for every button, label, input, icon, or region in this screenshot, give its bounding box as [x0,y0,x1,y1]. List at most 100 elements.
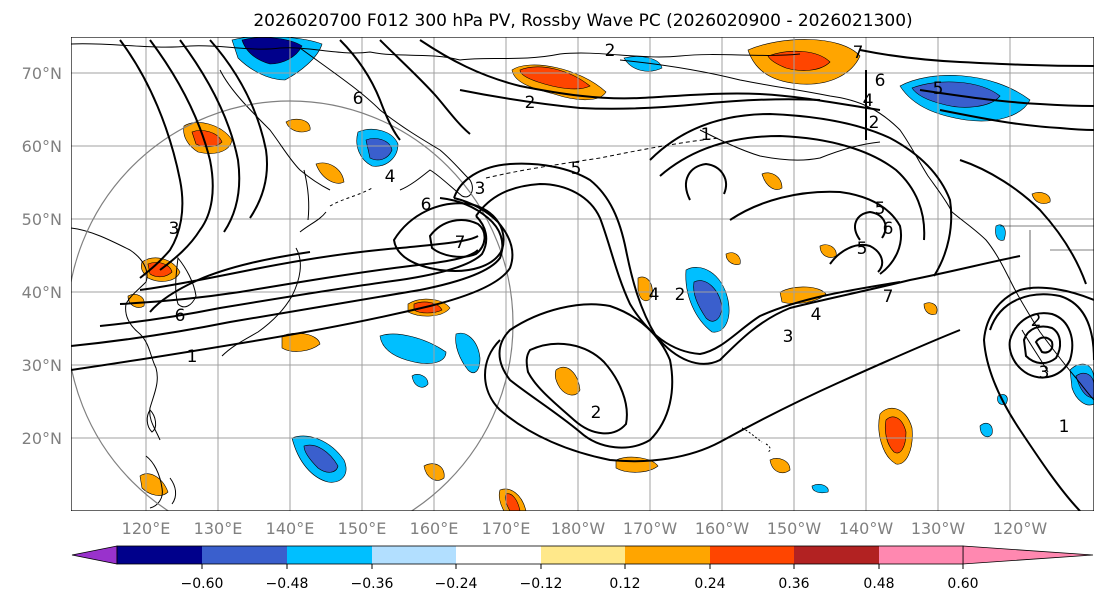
coast-china-korea [71,227,161,441]
lon-label-170e: 170°E [482,519,531,538]
contour-label-4-okhotsk: 4 [385,167,396,187]
coast-taiwan [146,409,157,433]
lat-label-50n: 50°N [22,210,62,229]
contour-jet-6 [149,251,311,313]
coast-korea-peninsula [175,256,197,308]
colorbar-extend-high [962,545,1094,565]
contour-label-3-aleutian: 3 [475,179,486,199]
contour-label-4-north-east: 4 [863,91,874,111]
colorbar: −0.60 −0.48 −0.36 −0.24 −0.12 0.12 0.24 … [71,545,1094,592]
pos-anomaly-central-3 [725,252,741,265]
contour-label-1-mexico: 1 [1059,417,1070,437]
lon-label-140w: 140°W [839,519,894,538]
contour-ridge-4 [525,342,628,435]
contour-jet-5 [139,235,479,291]
coastlines [71,43,1094,509]
contour-label-5-center: 5 [571,159,582,179]
contour-labels: 1 6 3 6 4 6 7 3 2 2 5 1 2 4 2 3 4 7 5 6 … [169,41,1070,437]
contour-label-3-east: 3 [783,327,794,347]
map-title: 2026020700 F012 300 hPa PV, Rossby Wave … [253,11,912,31]
colorbar-tick-label-2: −0.48 [266,576,309,592]
coast-okhotsk-west [219,69,331,191]
pos-anomaly-central-north [761,172,783,190]
neg-anomaly-small-3 [811,484,829,494]
contour-label-2-north-east: 2 [869,113,880,133]
lat-label-70n: 70°N [22,64,62,83]
colorbar-bin-7 [625,546,710,564]
map-background [71,37,1094,511]
contour-east-3 [729,190,902,275]
pos-anomaly-central-1 [779,286,827,304]
lat-label-30n: 30°N [22,356,62,375]
colorbar-bin-3 [287,546,372,564]
contour-label-6-west: 6 [175,306,186,326]
colorbar-ticks [201,564,964,569]
colorbar-bin-8 [710,546,794,564]
contour-label-7-north: 7 [853,43,864,63]
contour-label-2-mexico: 2 [1031,311,1042,331]
colorbar-outline [116,545,964,565]
lon-label-160w: 160°W [695,519,750,538]
lon-label-120e: 120°E [122,519,171,538]
pv-contours [71,39,1094,511]
lon-label-120w: 120°W [993,519,1048,538]
lon-label-150e: 150°E [338,519,387,538]
pos-anomaly-small-b [315,162,345,184]
lon-label-130w: 130°W [911,519,966,538]
contour-west-closed-2 [428,219,486,258]
contour-label-6-east: 6 [883,219,894,239]
coast-sakhalin [303,169,310,221]
coast-alaska [619,59,953,213]
lon-label-150w: 150°W [767,519,822,538]
colorbar-extend-low [71,545,118,565]
contour-jet-4 [119,249,479,305]
pos-anomaly-south-2 [769,458,791,473]
contour-north-1 [119,39,184,279]
latitude-labels: 70°N 60°N 50°N 40°N 30°N 20°N [22,64,62,448]
pos-anomaly-california [1031,192,1051,204]
colorbar-tick-label-7: 0.24 [694,576,725,592]
neg-anomaly-subtropic-west-1 [379,333,447,364]
neg-anomaly-subtropic-west-3 [411,374,429,388]
contour-label-3-mexico: 3 [1039,363,1050,383]
pos-anomaly-hawaii-east-core [884,416,907,454]
contour-label-1-center: 1 [701,125,712,145]
colorbar-tick-label-3: −0.36 [351,576,394,592]
lon-label-160e: 160°E [410,519,459,538]
neg-anomaly-subtropic-west-2 [455,332,481,373]
pos-anomaly-philippines [139,473,169,496]
contour-mexico-5 [982,286,1094,511]
neg-anomaly-central-pacific-core [693,280,723,322]
contour-mexico-2 [1022,325,1062,364]
colorbar-bin-6 [541,546,625,564]
lat-label-20n: 20°N [22,429,62,448]
contour-west-closed-1 [392,202,505,272]
contour-north-3 [179,39,241,233]
colorbar-bin-10 [879,546,963,564]
contour-label-2-south: 2 [591,403,602,423]
contour-east-2 [659,134,926,241]
contour-label-5-arctic-east: 5 [933,79,944,99]
lat-label-40n: 40°N [22,283,62,302]
colorbar-tick-label-4: −0.24 [435,576,478,592]
contour-label-2-north-b: 2 [605,41,616,61]
lon-label-180w: 180°W [551,519,606,538]
contour-mexico-4 [989,293,1094,361]
coast-philippines [145,455,177,509]
coast-aleutians [485,137,721,179]
contour-east-5 [685,162,727,201]
pos-anomaly-arctic-north-2-core [767,50,831,71]
contour-label-4-east: 4 [811,305,822,325]
neg-anomaly-mexico-core [1075,373,1094,399]
contour-north-8 [459,89,821,110]
contour-east-north-1 [939,109,1094,131]
coast-baja [1021,329,1049,373]
contour-label-5-east-a: 5 [857,239,868,259]
coast-north-america-west [951,211,1094,401]
contour-ridge-3 [498,303,674,449]
pos-anomaly-arctic-north-1-core [519,66,591,90]
contour-jet-3 [99,215,488,327]
contour-label-5-east-b: 5 [875,199,886,219]
colorbar-tick-label-5: −0.12 [520,576,563,592]
